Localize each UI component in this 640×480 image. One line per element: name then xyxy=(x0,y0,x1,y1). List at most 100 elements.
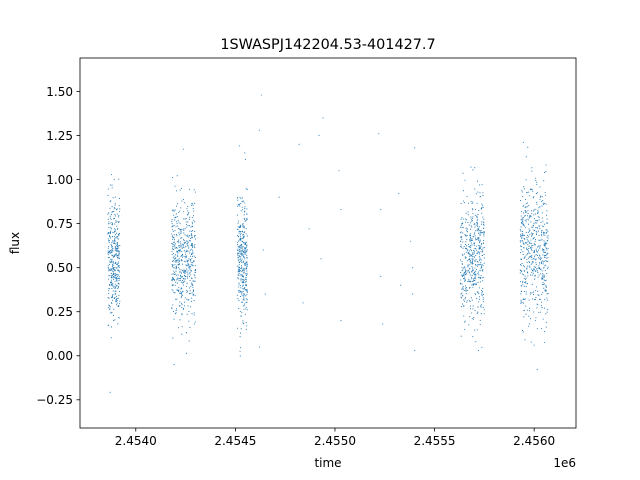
data-point xyxy=(194,295,196,297)
data-point xyxy=(172,209,174,211)
data-point xyxy=(525,211,527,213)
data-point xyxy=(521,189,523,191)
data-point xyxy=(178,257,180,259)
data-point xyxy=(472,269,475,271)
data-point xyxy=(525,282,527,284)
data-point xyxy=(537,220,539,222)
data-point xyxy=(542,291,544,293)
data-point xyxy=(172,285,174,287)
data-point xyxy=(173,272,176,274)
data-point xyxy=(461,226,463,229)
data-point xyxy=(532,291,534,293)
data-point xyxy=(186,282,188,284)
data-point xyxy=(177,225,179,227)
data-point xyxy=(182,148,184,150)
data-point xyxy=(246,208,248,210)
data-point xyxy=(302,302,304,304)
data-point xyxy=(113,277,115,279)
data-point xyxy=(481,291,484,293)
data-point xyxy=(469,255,471,257)
data-point xyxy=(193,261,195,263)
data-point xyxy=(542,275,544,277)
data-point xyxy=(117,297,119,299)
data-point xyxy=(533,242,535,244)
data-point xyxy=(473,273,475,275)
data-point xyxy=(461,288,463,290)
data-point xyxy=(193,312,195,314)
data-point xyxy=(535,298,537,300)
data-point xyxy=(542,232,544,234)
data-point xyxy=(526,206,528,208)
data-point xyxy=(241,292,243,294)
data-point xyxy=(479,257,481,259)
data-point xyxy=(244,158,246,160)
data-point xyxy=(535,248,537,250)
data-point xyxy=(183,305,185,307)
data-point xyxy=(191,231,193,233)
data-point xyxy=(542,254,544,256)
data-point xyxy=(179,210,181,212)
data-point xyxy=(536,231,538,233)
data-point xyxy=(462,172,464,174)
data-point xyxy=(175,308,178,310)
data-point xyxy=(529,252,531,254)
data-point xyxy=(108,212,110,214)
data-point xyxy=(116,302,118,304)
data-point xyxy=(246,273,248,275)
data-point xyxy=(471,208,473,210)
data-point xyxy=(240,254,242,256)
data-point xyxy=(476,249,478,251)
data-point xyxy=(246,244,248,246)
data-point xyxy=(119,245,121,247)
data-point xyxy=(463,273,465,275)
data-point xyxy=(527,253,529,255)
data-point xyxy=(181,250,183,253)
data-point xyxy=(519,240,521,242)
data-point xyxy=(472,169,474,171)
data-point xyxy=(465,257,467,259)
data-point xyxy=(536,254,538,256)
data-point xyxy=(533,222,535,224)
data-point xyxy=(111,274,113,277)
data-point xyxy=(460,218,462,220)
data-point xyxy=(519,241,521,243)
data-point xyxy=(113,241,115,243)
data-point xyxy=(115,285,117,287)
data-point xyxy=(523,212,525,214)
data-point xyxy=(238,264,240,266)
data-point xyxy=(483,301,485,303)
data-point xyxy=(520,258,522,261)
data-point xyxy=(183,274,186,277)
data-point xyxy=(109,231,111,233)
data-point xyxy=(241,206,243,208)
data-point xyxy=(483,239,485,242)
data-point xyxy=(113,268,115,270)
data-point xyxy=(186,243,188,245)
data-point xyxy=(545,164,547,166)
data-point xyxy=(258,346,260,348)
data-point xyxy=(526,262,528,264)
data-point xyxy=(470,254,472,257)
data-point xyxy=(520,233,522,235)
data-point xyxy=(465,287,467,289)
data-point xyxy=(174,185,176,187)
data-point xyxy=(467,264,469,266)
data-point xyxy=(192,203,194,205)
data-point xyxy=(171,273,173,275)
data-point xyxy=(111,224,113,226)
data-point xyxy=(176,289,178,292)
data-point xyxy=(188,240,190,242)
data-point xyxy=(546,293,548,295)
data-point xyxy=(246,255,248,257)
data-point xyxy=(542,200,544,202)
data-point xyxy=(469,239,471,241)
data-point xyxy=(526,211,528,213)
data-point xyxy=(525,293,527,295)
data-point xyxy=(526,191,528,193)
data-point xyxy=(182,282,184,284)
data-point xyxy=(238,290,240,292)
y-tick-label: 0.50 xyxy=(46,261,73,275)
data-point xyxy=(526,236,528,239)
data-point xyxy=(114,267,116,269)
data-point xyxy=(523,265,525,267)
